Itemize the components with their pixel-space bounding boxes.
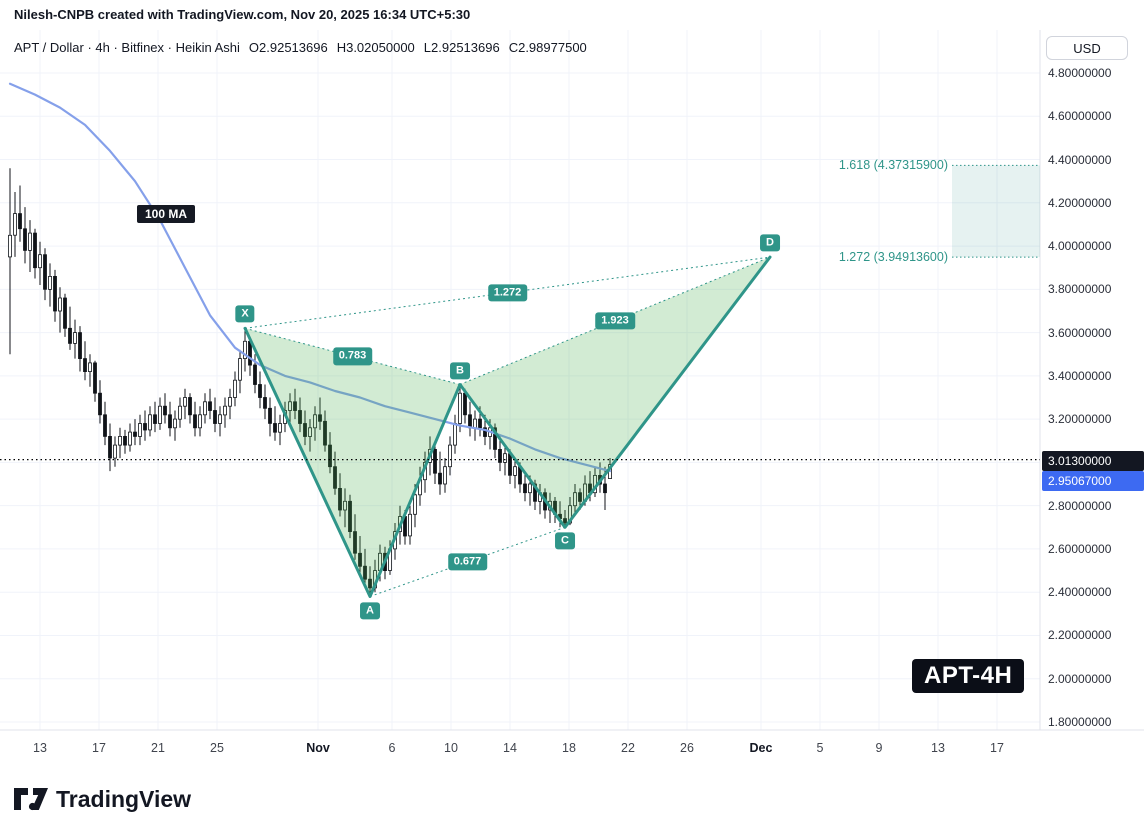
pattern-ratio-label-1.272: 1.272 — [487, 284, 528, 302]
prev-close-badge: 3.01300000 — [1042, 450, 1144, 471]
time-axis-label: 26 — [680, 741, 694, 755]
pattern-ratio-label-0.677: 0.677 — [447, 553, 488, 571]
price-axis-label: 3.40000000 — [1048, 368, 1112, 383]
xabcd-pattern[interactable] — [243, 255, 772, 598]
ohlc-close: C2.98977500 — [508, 40, 587, 55]
time-axis-label: 18 — [562, 741, 576, 755]
time-axis-label: 14 — [503, 741, 517, 755]
price-axis-label: 3.60000000 — [1048, 325, 1112, 340]
pattern-ratio-label-0.783: 0.783 — [332, 347, 373, 365]
ma-label-badge: 100 MA — [137, 205, 196, 223]
price-axis-label: 4.20000000 — [1048, 195, 1112, 210]
symbol-watermark-badge: APT-4H — [912, 659, 1025, 693]
price-axis-label: 4.00000000 — [1048, 239, 1112, 254]
price-axis-label: 2.60000000 — [1048, 541, 1112, 556]
price-axis-label: 1.80000000 — [1048, 715, 1112, 729]
price-axis-label: 3.20000000 — [1048, 412, 1112, 427]
ohlc-low: L2.92513696 — [423, 40, 500, 55]
price-axis-label: 4.60000000 — [1048, 109, 1112, 124]
target-zone[interactable] — [952, 164, 1040, 258]
target-level-label: 1.618 (4.37315900) — [838, 158, 948, 173]
footer-bar: TradingView — [0, 770, 1144, 828]
pattern-ratio-label-1.923: 1.923 — [595, 312, 635, 330]
price-axis-label: 3.80000000 — [1048, 282, 1112, 297]
time-axis-label: Dec — [749, 741, 773, 755]
time-axis-label: 21 — [151, 741, 165, 755]
time-axis-label: 5 — [816, 741, 824, 755]
candlestick-series[interactable] — [8, 168, 612, 597]
attribution-text: Nilesh-CNPB created with TradingView.com… — [0, 0, 1144, 30]
pattern-point-label-A[interactable]: A — [360, 601, 380, 620]
grid — [0, 30, 1040, 730]
currency-usd-button[interactable]: USD — [1046, 36, 1128, 60]
time-axis-label: 13 — [33, 741, 47, 755]
time-axis-label: 10 — [444, 741, 458, 755]
target-level-label: 1.272 (3.94913600) — [838, 250, 948, 265]
time-axis-label: 13 — [931, 741, 945, 755]
price-axis-label: 2.00000000 — [1048, 671, 1112, 686]
symbol-title[interactable]: APT / Dollar · 4h · Bitfinex · Heikin As… — [14, 40, 240, 55]
time-axis-label: 25 — [210, 741, 224, 755]
pattern-point-label-C[interactable]: C — [555, 532, 575, 550]
time-axis-label: 6 — [388, 741, 396, 755]
symbol-info-row: APT / Dollar · 4h · Bitfinex · Heikin As… — [14, 40, 587, 55]
time-axis-label: Nov — [306, 741, 330, 755]
last-price-badge: 2.95067000 — [1042, 470, 1144, 491]
ma-100-line[interactable] — [8, 82, 612, 473]
time-axis-label: 9 — [875, 741, 883, 755]
price-axis-label: 2.20000000 — [1048, 628, 1112, 643]
price-axis-label: 2.80000000 — [1048, 498, 1112, 513]
ohlc-open: O2.92513696 — [248, 40, 328, 55]
pattern-point-label-B[interactable]: B — [450, 361, 470, 380]
price-axis-label: 4.40000000 — [1048, 152, 1112, 167]
ohlc-high: H3.02050000 — [336, 40, 415, 55]
pattern-point-label-X[interactable]: X — [235, 305, 255, 323]
time-axis-label: 17 — [990, 741, 1004, 755]
pattern-point-label-D[interactable]: D — [760, 234, 780, 252]
time-axis-label: 17 — [92, 741, 106, 755]
tradingview-logo-icon — [14, 787, 48, 811]
time-axis-label: 22 — [621, 741, 635, 755]
tradingview-logo-text[interactable]: TradingView — [56, 785, 192, 812]
price-axis-label: 2.40000000 — [1048, 585, 1112, 600]
price-axis-label: 4.80000000 — [1048, 66, 1112, 80]
